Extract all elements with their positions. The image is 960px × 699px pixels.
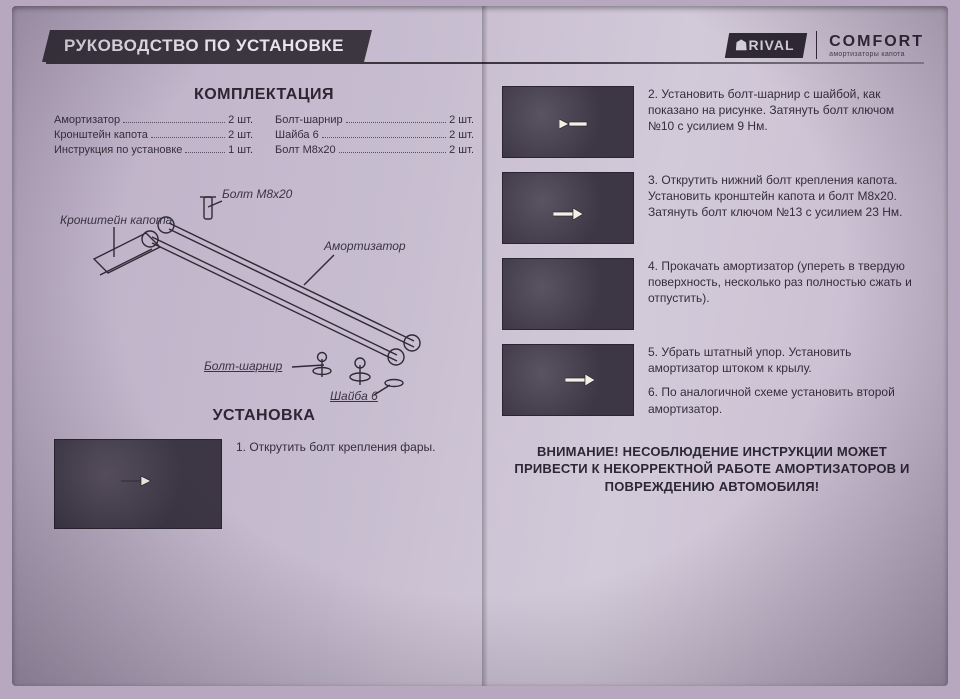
part-row: Кронштейн капота 2 шт. <box>54 129 253 141</box>
assembly-diagram: Кронштейн капота Болт М8х20 Амортизатор … <box>54 167 474 403</box>
leader-dots <box>339 144 447 153</box>
part-name: Амортизатор <box>54 114 120 126</box>
label-bolt-m8: Болт М8х20 <box>222 187 292 201</box>
step-1-text: 1. Открутить болт крепления фары. <box>236 439 435 455</box>
label-shock: Амортизатор <box>324 239 406 253</box>
photo-step-5 <box>502 344 634 416</box>
photo-step-1 <box>54 439 222 529</box>
step-3: 3. Открутить нижний болт крепления капот… <box>502 172 922 244</box>
step-4-text: 4. Прокачать амортизатор (упереть в твер… <box>648 258 922 307</box>
photo-step-3 <box>502 172 634 244</box>
step-5: 5. Убрать штатный упор. Установить аморт… <box>502 344 922 417</box>
part-qty: 2 шт. <box>449 129 474 141</box>
left-column: КОМПЛЕКТАЦИЯ Амортизатор 2 шт. Кронштейн… <box>54 86 474 543</box>
step-3-text: 3. Открутить нижний болт крепления капот… <box>648 172 922 221</box>
leader-dots <box>322 129 446 138</box>
page-fold-shadow <box>482 6 488 686</box>
step-5-text: 5. Убрать штатный упор. Установить аморт… <box>648 344 922 376</box>
part-row: Амортизатор 2 шт. <box>54 114 253 126</box>
parts-heading: КОМПЛЕКТАЦИЯ <box>54 86 474 104</box>
leader-dots <box>185 144 225 153</box>
label-washer: Шайба 6 <box>330 389 378 403</box>
leader-dots <box>346 114 447 123</box>
part-qty: 2 шт. <box>449 114 474 126</box>
part-qty: 1 шт. <box>228 144 253 156</box>
brand-block: ☗RIVAL COMFORT амортизаторы капота <box>727 28 924 62</box>
warning-text: ВНИМАНИЕ! НЕСОБЛЮДЕНИЕ ИНСТРУКЦИИ МОЖЕТ … <box>502 443 922 496</box>
photo-step-2 <box>502 86 634 158</box>
parts-col-left: Амортизатор 2 шт. Кронштейн капота 2 шт.… <box>54 114 253 159</box>
photo-step-4 <box>502 258 634 330</box>
parts-list: Амортизатор 2 шт. Кронштейн капота 2 шт.… <box>54 114 474 159</box>
install-heading: УСТАНОВКА <box>54 407 474 425</box>
leader-dots <box>123 114 225 123</box>
label-bolt-hinge: Болт-шарнир <box>204 359 282 373</box>
part-name: Кронштейн капота <box>54 129 148 141</box>
page-title: РУКОВОДСТВО ПО УСТАНОВКЕ <box>64 36 344 56</box>
part-name: Болт М8х20 <box>275 144 336 156</box>
leader-dots <box>151 129 225 138</box>
brand-divider <box>816 31 817 59</box>
title-bar: РУКОВОДСТВО ПО УСТАНОВКЕ <box>42 30 372 62</box>
step-2-text: 2. Установить болт-шарнир с шайбой, как … <box>648 86 922 135</box>
part-row: Инструкция по установке 1 шт. <box>54 144 253 156</box>
step-1: 1. Открутить болт крепления фары. <box>54 439 474 529</box>
step-6-text: 6. По аналогичной схеме установить второ… <box>648 384 922 416</box>
part-row: Шайба 6 2 шт. <box>275 129 474 141</box>
part-row: Болт М8х20 2 шт. <box>275 144 474 156</box>
brand-comfort: COMFORT амортизаторы капота <box>829 33 924 58</box>
right-column: 2. Установить болт-шарнир с шайбой, как … <box>502 86 922 495</box>
part-name: Шайба 6 <box>275 129 319 141</box>
brand-rival: ☗RIVAL <box>724 33 806 58</box>
part-row: Болт-шарнир 2 шт. <box>275 114 474 126</box>
instruction-sheet: РУКОВОДСТВО ПО УСТАНОВКЕ ☗RIVAL COMFORT … <box>12 6 948 686</box>
parts-col-right: Болт-шарнир 2 шт. Шайба 6 2 шт. Болт М8х… <box>275 114 474 159</box>
step-4: 4. Прокачать амортизатор (упереть в твер… <box>502 258 922 330</box>
part-name: Инструкция по установке <box>54 144 182 156</box>
part-name: Болт-шарнир <box>275 114 343 126</box>
step-2: 2. Установить болт-шарнир с шайбой, как … <box>502 86 922 158</box>
part-qty: 2 шт. <box>228 114 253 126</box>
label-bracket: Кронштейн капота <box>60 213 172 227</box>
part-qty: 2 шт. <box>228 129 253 141</box>
part-qty: 2 шт. <box>449 144 474 156</box>
